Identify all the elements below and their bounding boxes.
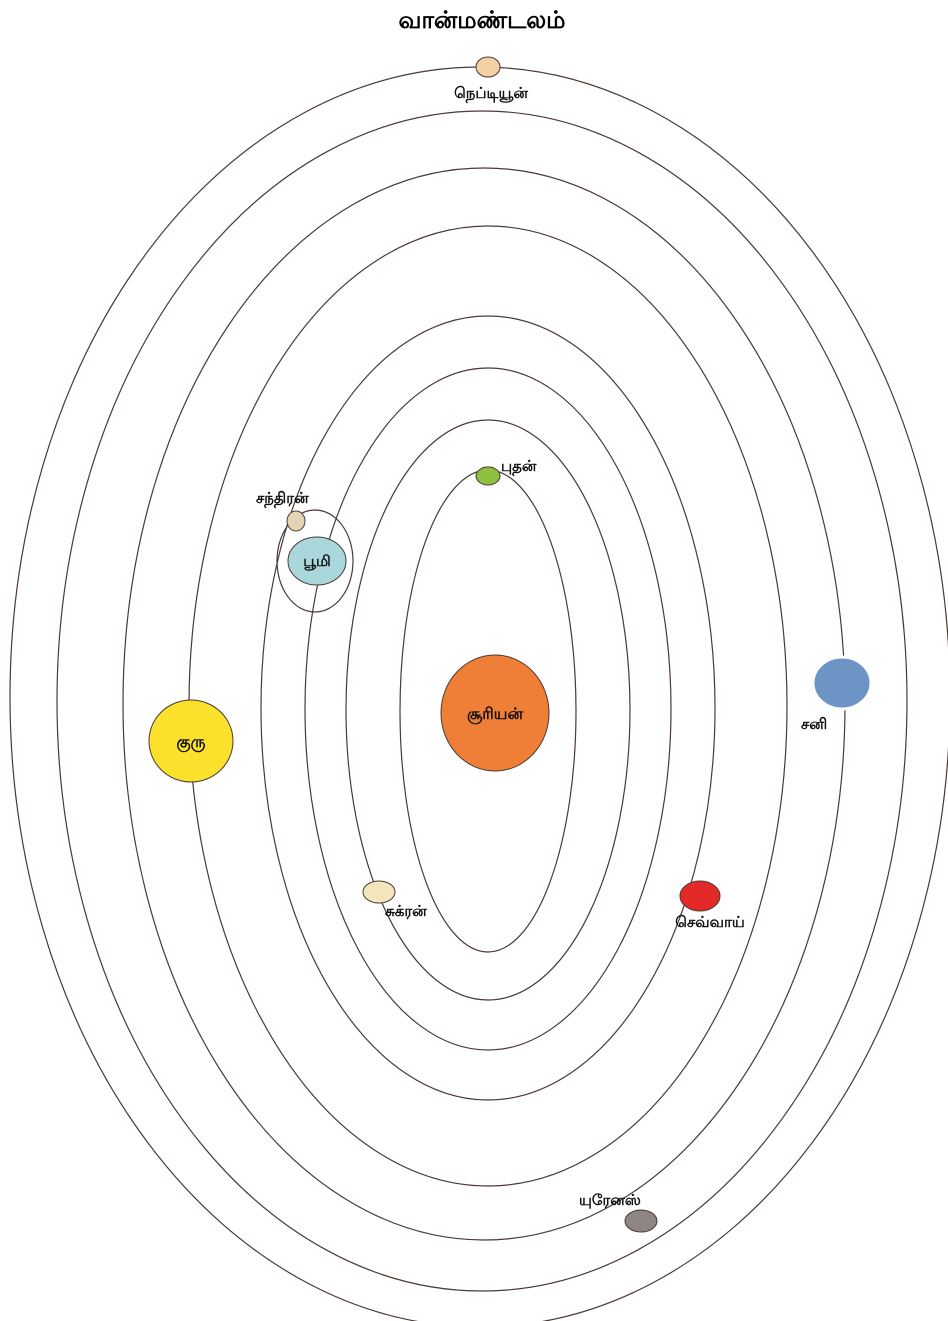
mercury-body: [475, 466, 501, 486]
uranus-body: [624, 1209, 658, 1233]
mars-body: [679, 880, 721, 912]
mars-label: செவ்வாய்: [675, 913, 744, 931]
neptune-label: நெப்டியூன்: [454, 84, 528, 103]
sun-label: சூரியன்: [467, 704, 524, 724]
saturn-body: [811, 655, 873, 711]
diagram-title: வான்மண்டலம்: [399, 6, 566, 34]
venus-label: சுக்ரன்: [385, 902, 427, 920]
earth-body: [287, 536, 347, 586]
jupiter-body: [148, 699, 234, 783]
mercury-label: புதன்: [501, 457, 537, 476]
orbit-venus: [345, 419, 631, 1001]
moon-body: [286, 510, 306, 532]
uranus-label: யுரேனஸ்: [579, 1191, 641, 1209]
saturn-label: சனி: [801, 715, 827, 733]
moon-label: சந்திரன்: [256, 489, 309, 508]
sun-body: [440, 654, 550, 772]
orbit-uranus: [56, 110, 908, 1292]
neptune-body: [475, 56, 501, 78]
orbit-mars: [260, 315, 716, 1101]
moon-orbit: [276, 509, 354, 613]
earth-label: பூமி: [303, 552, 330, 571]
orbit-earth: [304, 367, 672, 1051]
jupiter-label: குரு: [177, 732, 206, 753]
venus-body: [362, 880, 396, 904]
